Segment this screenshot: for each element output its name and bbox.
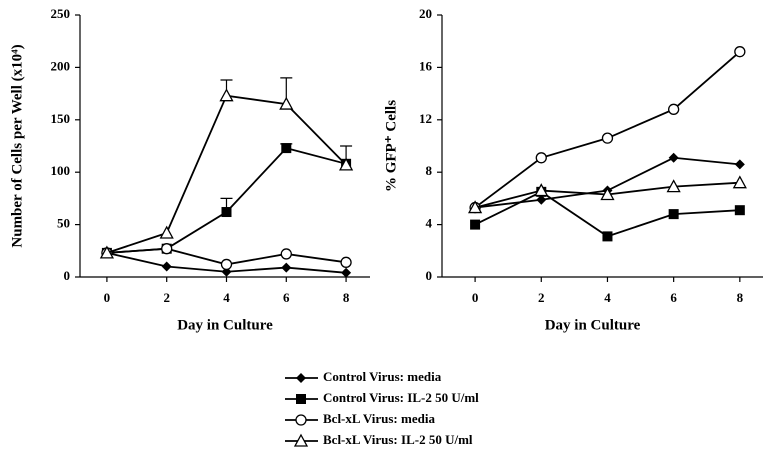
x-tick-label: 8 <box>737 290 744 305</box>
legend-marker <box>296 394 306 404</box>
legend-label: Control Virus: media <box>323 369 442 384</box>
data-point <box>668 152 679 163</box>
data-point <box>99 245 115 259</box>
legend-marker <box>296 373 306 383</box>
data-point <box>161 243 173 255</box>
data-point <box>279 96 294 110</box>
y-tick-label: 100 <box>51 163 71 178</box>
x-tick-label: 4 <box>223 290 230 305</box>
data-point <box>338 157 354 171</box>
data-point <box>734 159 745 170</box>
x-tick-label: 6 <box>283 290 290 305</box>
legend-label: Bcl-xL Virus: media <box>323 411 435 426</box>
y-tick-label: 16 <box>419 58 433 73</box>
data-point <box>734 205 745 216</box>
legend-label: Bcl-xL Virus: IL-2 50 U/ml <box>323 432 473 447</box>
data-point <box>219 88 234 102</box>
data-point <box>220 258 233 271</box>
x-tick-label: 6 <box>670 290 677 305</box>
data-point <box>601 132 614 144</box>
data-point <box>534 183 549 197</box>
data-point <box>734 46 746 58</box>
x-tick-label: 0 <box>472 290 479 305</box>
data-point <box>221 207 232 218</box>
data-point <box>536 194 547 205</box>
x-axis-label: Day in Culture <box>177 317 273 333</box>
y-tick-label: 12 <box>419 111 432 126</box>
data-point <box>340 256 352 268</box>
legend-label: Control Virus: IL-2 50 U/ml <box>323 390 479 405</box>
data-point <box>602 231 613 242</box>
data-point <box>161 261 172 272</box>
y-axis-label: Number of Cells per Well (x10⁴) <box>9 44 25 247</box>
y-tick-label: 4 <box>426 216 433 231</box>
data-point <box>600 187 615 201</box>
data-point <box>280 248 292 260</box>
y-tick-label: 0 <box>426 268 433 283</box>
data-point <box>668 209 679 220</box>
data-point <box>281 262 292 273</box>
data-point <box>470 219 481 230</box>
x-tick-label: 8 <box>343 290 350 305</box>
x-axis-label: Day in Culture <box>545 317 641 333</box>
data-point <box>159 225 174 239</box>
data-point <box>667 103 680 115</box>
y-tick-label: 8 <box>426 163 433 178</box>
series-line <box>106 94 347 254</box>
data-point <box>535 152 547 164</box>
y-tick-label: 200 <box>51 58 71 73</box>
x-tick-label: 2 <box>163 290 170 305</box>
x-tick-label: 2 <box>538 290 545 305</box>
y-tick-label: 250 <box>51 6 71 21</box>
y-tick-label: 20 <box>419 6 432 21</box>
y-axis-label: % GFP⁺ Cells <box>383 100 399 192</box>
y-tick-label: 0 <box>64 268 71 283</box>
y-tick-label: 150 <box>51 111 71 126</box>
legend-marker <box>295 414 307 426</box>
legend-marker <box>293 433 309 447</box>
data-point <box>341 267 352 278</box>
data-point <box>281 143 292 154</box>
data-point <box>732 175 747 189</box>
data-point <box>467 200 483 214</box>
y-tick-label: 50 <box>57 216 70 231</box>
data-point <box>666 179 681 193</box>
x-tick-label: 0 <box>104 290 111 305</box>
x-tick-label: 4 <box>604 290 611 305</box>
